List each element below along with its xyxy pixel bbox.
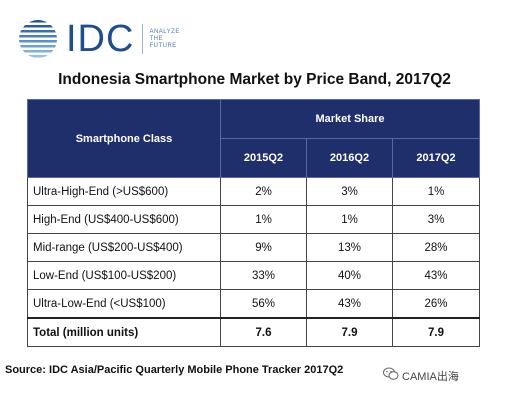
idc-logo: IDC ANALYZE THE FUTURE bbox=[18, 18, 180, 60]
source-note: Source: IDC Asia/Pacific Quarterly Mobil… bbox=[5, 364, 344, 376]
brand-name: IDC bbox=[66, 18, 135, 60]
row-label: Ultra-High-End (>US$600) bbox=[27, 177, 221, 206]
share-cell: 3% bbox=[306, 177, 393, 206]
logo-divider bbox=[142, 24, 144, 54]
header-period: 2016Q2 bbox=[306, 138, 393, 178]
share-cell: 28% bbox=[392, 233, 480, 262]
share-cell: 1% bbox=[306, 205, 393, 234]
logo-tagline: ANALYZE THE FUTURE bbox=[149, 29, 179, 50]
tagline-line: ANALYZE bbox=[149, 28, 180, 35]
share-cell: 2% bbox=[220, 177, 307, 206]
share-cell: 1% bbox=[220, 205, 307, 234]
watermark-text: CAMIA出海 bbox=[402, 370, 459, 383]
total-cell: 7.6 bbox=[220, 317, 307, 347]
table-row: High-End (US$400-US$600) 1% 1% 3% bbox=[27, 205, 480, 234]
table-row: Low-End (US$100-US$200) 33% 40% 43% bbox=[27, 261, 480, 290]
market-share-table: Smartphone Class Market Share 2015Q2 201… bbox=[27, 99, 480, 347]
header-smartphone-class: Smartphone Class bbox=[27, 99, 221, 178]
wechat-icon bbox=[383, 367, 402, 384]
share-cell: 1% bbox=[392, 177, 480, 206]
share-cell: 13% bbox=[306, 233, 393, 262]
header-period: 2015Q2 bbox=[220, 138, 307, 178]
total-cell: 7.9 bbox=[306, 317, 393, 347]
total-row: Total (million units) 7.6 7.9 7.9 bbox=[27, 317, 480, 347]
total-cell: 7.9 bbox=[392, 317, 480, 347]
row-label: Mid-range (US$200-US$400) bbox=[27, 233, 221, 262]
total-label: Total (million units) bbox=[27, 317, 221, 347]
table-row: Ultra-High-End (>US$600) 2% 3% 1% bbox=[27, 177, 480, 206]
table-title: Indonesia Smartphone Market by Price Ban… bbox=[58, 71, 451, 88]
row-label: Ultra-Low-End (<US$100) bbox=[27, 289, 221, 319]
share-cell: 3% bbox=[392, 205, 480, 234]
tagline-line: FUTURE bbox=[149, 42, 177, 49]
share-cell: 56% bbox=[220, 289, 307, 319]
watermark: CAMIA出海 bbox=[383, 367, 459, 384]
table-row: Mid-range (US$200-US$400) 9% 13% 28% bbox=[27, 233, 480, 262]
share-cell: 43% bbox=[392, 261, 480, 290]
idc-globe-icon bbox=[18, 19, 58, 59]
row-label: High-End (US$400-US$600) bbox=[27, 205, 221, 234]
share-cell: 33% bbox=[220, 261, 307, 290]
tagline-line: THE bbox=[149, 35, 163, 42]
table-row: Ultra-Low-End (<US$100) 56% 43% 26% bbox=[27, 289, 480, 319]
header-period: 2017Q2 bbox=[392, 138, 480, 178]
share-cell: 9% bbox=[220, 233, 307, 262]
share-cell: 43% bbox=[306, 289, 393, 319]
share-cell: 40% bbox=[306, 261, 393, 290]
header-market-share: Market Share bbox=[220, 99, 480, 139]
row-label: Low-End (US$100-US$200) bbox=[27, 261, 221, 290]
share-cell: 26% bbox=[392, 289, 480, 319]
